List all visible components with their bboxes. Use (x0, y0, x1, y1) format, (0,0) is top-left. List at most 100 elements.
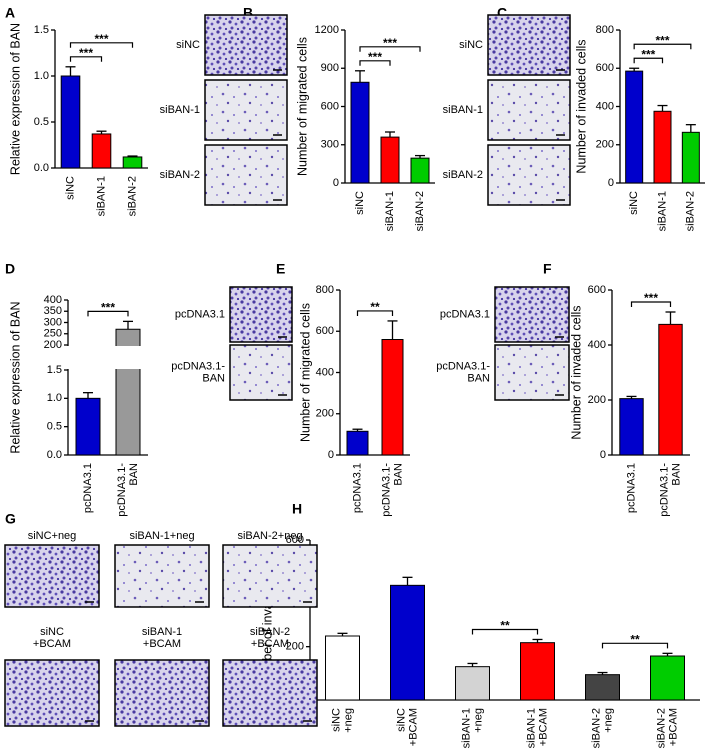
significance-bracket (69, 42, 134, 48)
panel-label: F (543, 261, 552, 277)
bar (658, 323, 683, 456)
panel-label: G (5, 511, 16, 527)
y-tick-label: 0 (608, 177, 614, 189)
y-axis-label: Number of invaded cells (569, 305, 583, 439)
x-tick-label: siBAN-1 (384, 191, 396, 231)
y-tick-label: 0.0 (47, 449, 62, 461)
bar (455, 666, 490, 701)
bar (381, 339, 404, 456)
y-tick-label: 400 (596, 100, 614, 112)
y-tick-label: 300 (44, 316, 62, 328)
significance-label: *** (368, 50, 382, 64)
panel-label: A (5, 5, 15, 21)
y-tick-label: 900 (321, 62, 339, 74)
micrograph-label: siBAN-1 (142, 626, 182, 638)
y-tick-label: 600 (596, 62, 614, 74)
x-tick-label: siBAN-1 (95, 176, 107, 216)
micrograph-label: siNC (459, 39, 483, 51)
y-tick-label: 600 (316, 325, 334, 337)
x-tick-label: siBAN-1 (525, 708, 537, 748)
panel-label: B (243, 5, 253, 21)
bar (585, 674, 620, 701)
x-tick-label: siNC (64, 176, 76, 200)
significance-label: *** (644, 291, 658, 305)
micrograph (204, 144, 288, 206)
y-tick-label: 300 (321, 139, 339, 151)
micrograph-label: pcDNA3.1- (171, 360, 225, 372)
bar (60, 75, 81, 169)
x-tick-label: pcDNA3.1 (82, 463, 94, 513)
micrograph-label: siNC (176, 39, 200, 51)
x-tick-label: siNC (354, 191, 366, 215)
micrograph-label: +BCAM (251, 638, 289, 650)
x-tick-label: BAN (392, 463, 404, 486)
y-tick-label: 800 (596, 24, 614, 36)
micrograph (114, 544, 210, 608)
micrograph (229, 286, 293, 343)
significance-label: *** (383, 36, 397, 50)
micrograph-label: siBAN-2 (250, 626, 290, 638)
y-tick-label: 600 (286, 534, 304, 546)
bar (410, 157, 430, 184)
x-tick-label: pcDNA3.1 (625, 463, 637, 513)
significance-label: *** (641, 47, 655, 61)
y-tick-label: 200 (286, 641, 304, 653)
bar (619, 398, 644, 456)
micrograph (222, 544, 318, 608)
significance-label: *** (94, 32, 108, 46)
x-tick-label: siBAN-2 (655, 708, 667, 748)
y-tick-label: 600 (588, 284, 606, 296)
x-tick-label: +BCAM (667, 708, 679, 746)
micrograph (487, 144, 571, 206)
bar (75, 397, 101, 456)
y-tick-label: 1.0 (34, 70, 49, 82)
bar (650, 655, 685, 701)
significance-bracket (633, 43, 692, 50)
bar (91, 133, 112, 169)
y-tick-label: 200 (588, 394, 606, 406)
bar (380, 136, 400, 184)
micrograph-label: pcDNA3.1 (175, 308, 225, 320)
bar (520, 642, 555, 701)
significance-label: ** (370, 300, 380, 314)
micrograph-label: BAN (467, 372, 490, 384)
x-tick-label: siNC (330, 708, 342, 732)
y-axis-label: Number of migrated cells (298, 303, 312, 442)
x-tick-label: siNC (628, 191, 640, 215)
micrograph-label: pcDNA3.1- (436, 360, 490, 372)
significance-bracket (630, 301, 672, 307)
y-tick-label: 400 (44, 294, 62, 306)
micrograph-label: siBAN-2 (160, 169, 200, 181)
x-tick-label: +BCAM (537, 708, 549, 746)
micrograph (204, 14, 288, 76)
micrograph (494, 344, 570, 401)
micrograph (494, 286, 570, 343)
y-tick-label: 600 (321, 100, 339, 112)
micrograph-label: siNC (40, 626, 64, 638)
y-tick-label: 1.5 (47, 364, 62, 376)
panel-label: D (5, 261, 15, 277)
micrograph (487, 79, 571, 141)
bar (346, 430, 369, 456)
micrograph-label: BAN (202, 372, 225, 384)
micrograph-label: siBAN-2 (443, 169, 483, 181)
y-tick-label: 200 (44, 339, 62, 351)
y-axis-label: Relative expression of BAN (8, 23, 22, 175)
micrograph (487, 14, 571, 76)
x-tick-label: pcDNA3.1- (116, 463, 128, 517)
bar (390, 584, 425, 701)
micrograph-label: siBAN-1 (443, 104, 483, 116)
micrograph-label: +BCAM (33, 638, 71, 650)
x-tick-label: pcDNA3.1- (380, 463, 392, 517)
significance-label: *** (101, 301, 115, 315)
micrograph-label: +BCAM (143, 638, 181, 650)
y-tick-label: 800 (316, 284, 334, 296)
micrograph-label: siNC+neg (28, 530, 77, 542)
y-tick-label: 0.5 (34, 116, 49, 128)
x-tick-label: +neg (602, 708, 614, 733)
y-tick-label: 1.0 (47, 392, 62, 404)
x-tick-label: siBAN-2 (590, 708, 602, 748)
micrograph-label: siBAN-1 (160, 104, 200, 116)
x-tick-label: pcDNA3.1- (658, 463, 670, 517)
